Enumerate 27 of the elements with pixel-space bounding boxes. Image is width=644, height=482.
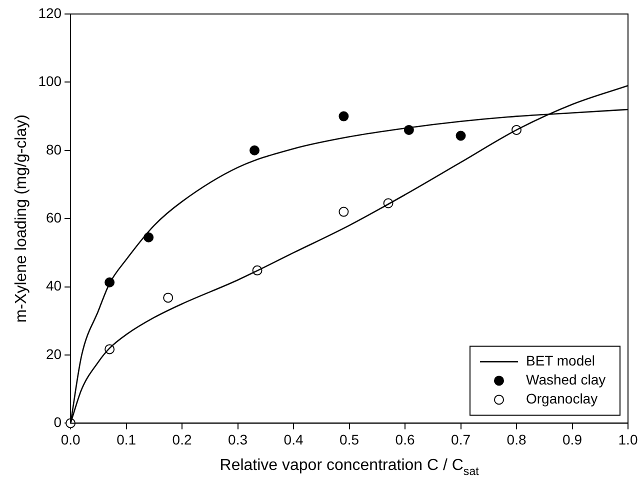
legend-label: Organoclay [526,390,598,407]
y-tick-label: 60 [46,209,62,226]
y-tick-label: 120 [38,4,62,21]
y-tick-label: 0 [54,414,62,430]
y-tick-label: 40 [46,278,62,294]
point [163,292,174,303]
y-tick-label: 100 [38,73,62,90]
x-tick-label: 0.1 [116,431,136,448]
x-tick-label: 1.0 [618,431,638,448]
legend-label: Washed clay [526,372,606,388]
x-tick-label: 0.3 [228,431,248,448]
y-tick-label: 80 [46,141,62,158]
x-tick-label: 0.6 [395,431,415,448]
x-tick-label: 0.4 [284,431,304,448]
y-axis-title: m-Xylene loading (mg/g-clay) [13,114,30,323]
x-tick-label: 0.0 [60,431,80,448]
point [250,145,260,156]
point [338,206,349,217]
point [338,111,349,122]
legend-label: BET model [526,352,595,369]
x-tick-label: 0.2 [172,431,192,448]
y-tick-label: 20 [46,346,62,362]
x-tick-label: 0.5 [340,431,360,448]
x-tick-label: 0.8 [506,431,526,448]
x-tick-label: 0.7 [451,431,471,448]
point [456,130,466,141]
x-tick-label: 0.9 [562,431,582,448]
